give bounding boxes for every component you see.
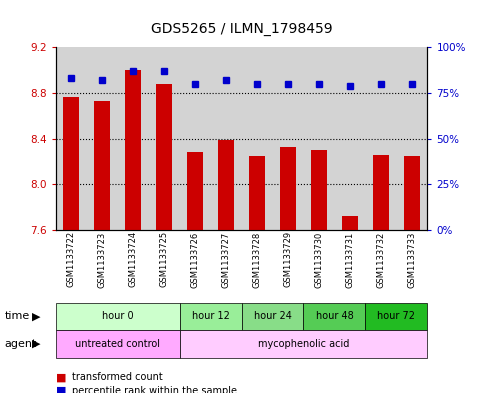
Bar	[125, 70, 141, 230]
Text: hour 72: hour 72	[377, 311, 415, 321]
Text: ▶: ▶	[32, 339, 41, 349]
Text: hour 12: hour 12	[192, 311, 229, 321]
Bar	[404, 156, 420, 230]
Text: hour 24: hour 24	[254, 311, 291, 321]
Text: mycophenolic acid: mycophenolic acid	[258, 339, 349, 349]
Bar	[156, 84, 172, 230]
Bar	[242, 47, 272, 230]
Text: percentile rank within the sample: percentile rank within the sample	[72, 386, 238, 393]
Bar	[397, 47, 427, 230]
Bar	[218, 140, 234, 230]
Bar	[311, 150, 327, 230]
Text: hour 48: hour 48	[315, 311, 354, 321]
Bar	[56, 47, 86, 230]
Text: agent: agent	[5, 339, 37, 349]
Bar	[342, 216, 358, 230]
Text: untreated control: untreated control	[75, 339, 160, 349]
Text: ▶: ▶	[32, 311, 41, 321]
Text: ■: ■	[56, 386, 66, 393]
Bar	[249, 156, 265, 230]
Bar	[187, 152, 203, 230]
Bar	[86, 47, 117, 230]
Bar	[117, 47, 149, 230]
Text: time: time	[5, 311, 30, 321]
Text: GDS5265 / ILMN_1798459: GDS5265 / ILMN_1798459	[151, 22, 332, 36]
Bar	[303, 47, 334, 230]
Bar	[211, 47, 242, 230]
Bar	[272, 47, 303, 230]
Bar	[94, 101, 110, 230]
Text: transformed count: transformed count	[72, 372, 163, 382]
Text: ■: ■	[56, 372, 66, 382]
Bar	[334, 47, 366, 230]
Bar	[280, 147, 296, 230]
Text: hour 0: hour 0	[102, 311, 133, 321]
Bar	[180, 47, 211, 230]
Bar	[63, 97, 79, 230]
Bar	[366, 47, 397, 230]
Bar	[149, 47, 180, 230]
Bar	[373, 154, 389, 230]
